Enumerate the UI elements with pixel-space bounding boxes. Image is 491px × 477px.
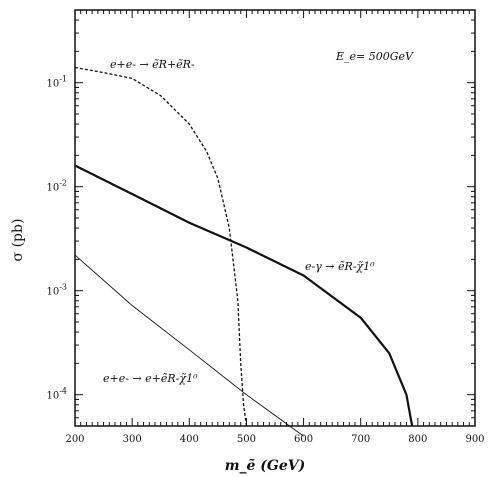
x-ticks	[74, 10, 476, 426]
series-line-3	[74, 254, 304, 437]
y-tick-labels: 10-1 10-2 10-3 10-4	[46, 75, 67, 402]
x-tick-label: 800	[408, 434, 427, 445]
x-axis-title: m_ẽ (GeV)	[225, 457, 306, 474]
x-tick-label: 700	[351, 434, 370, 445]
plot-frame	[74, 9, 476, 427]
x-tick-labels: 200 300 400 500 600 700 800 900	[65, 434, 484, 445]
series-label-egamma: e-γ → ẽR-χ̃1⁰	[305, 260, 375, 273]
series-line-2	[74, 164, 414, 427]
x-tick-label: 400	[180, 434, 199, 445]
series-label-ee-single: e+e- → e+ẽR-χ̃1⁰	[103, 372, 198, 385]
series-group	[74, 66, 414, 437]
x-tick-label: 200	[65, 434, 84, 445]
energy-annotation: E_e= 500GeV	[335, 50, 414, 63]
y-ticks	[75, 9, 475, 427]
y-axis-title: σ (pb)	[10, 219, 26, 262]
y-tick-label: 10-1	[46, 75, 67, 90]
y-tick-label: 10-3	[46, 283, 67, 298]
x-tick-label: 300	[123, 434, 142, 445]
x-tick-label: 900	[465, 434, 484, 445]
x-tick-label: 500	[237, 434, 256, 445]
series-line-1	[74, 66, 248, 427]
y-tick-label: 10-4	[46, 387, 67, 402]
x-tick-label: 600	[294, 434, 313, 445]
y-tick-label: 10-2	[46, 179, 67, 194]
series-label-ee-pair: e+e- → ẽR+ẽR-	[110, 58, 195, 71]
